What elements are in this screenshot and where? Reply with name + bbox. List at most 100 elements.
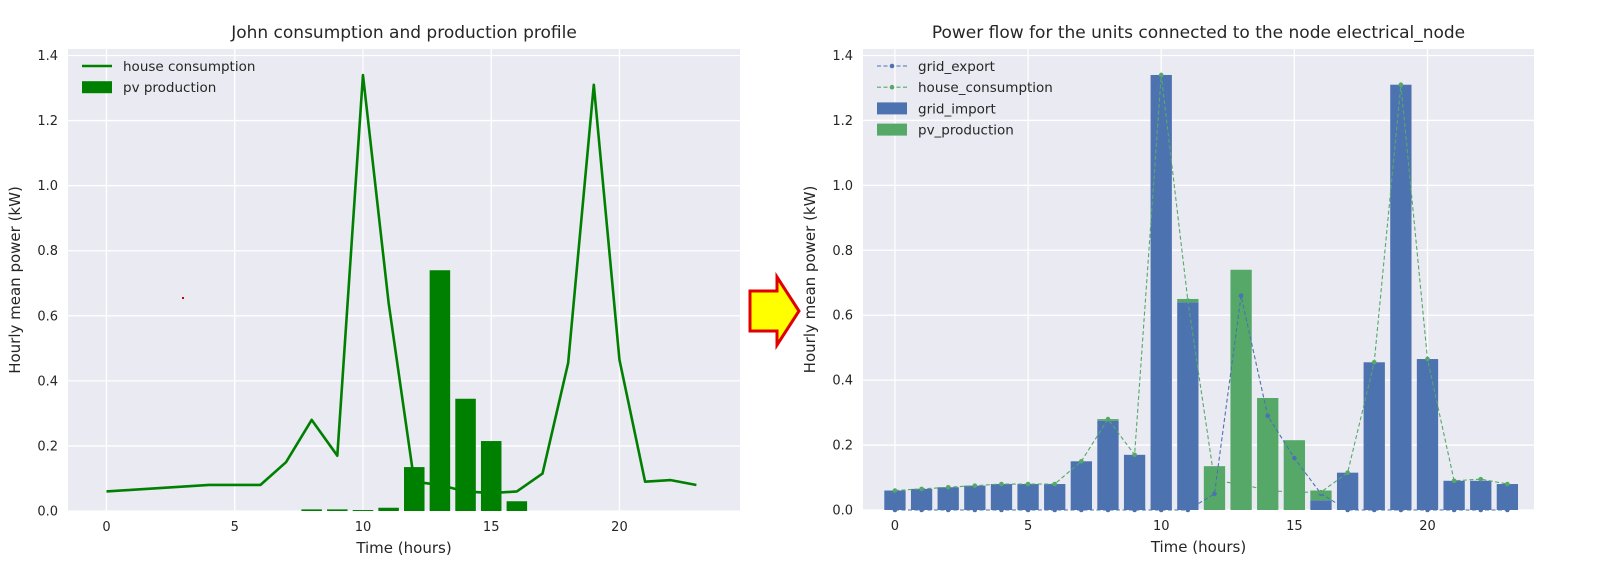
legend-marker-grid-export xyxy=(889,63,895,69)
bar-pv-production xyxy=(455,398,476,511)
bar-pv-production xyxy=(1203,466,1226,510)
marker-house-consumption xyxy=(999,481,1004,487)
bar-grid-import xyxy=(937,487,959,510)
marker-grid-export xyxy=(919,507,924,513)
bar-grid-import xyxy=(1044,484,1066,510)
bar-grid-import xyxy=(884,490,906,510)
marker-grid-export xyxy=(1212,491,1217,497)
right-y-axis-label: Hourly mean power (kW) xyxy=(801,186,819,374)
legend-label-pv-production: pv production xyxy=(123,80,216,96)
bar-pv-production xyxy=(378,507,399,511)
ytick-label: 0.8 xyxy=(37,244,58,259)
marker-house-consumption xyxy=(1158,72,1164,78)
bar-pv-production xyxy=(404,467,425,511)
right-legend: grid_export house_consumption grid_impor… xyxy=(877,59,1053,139)
right-arrow-icon xyxy=(748,271,801,351)
bar-pv-production xyxy=(352,510,374,511)
bar-grid-import xyxy=(1363,362,1385,510)
bar-grid-import xyxy=(1310,500,1332,510)
bar-grid-import xyxy=(1470,480,1492,510)
marker-grid-export xyxy=(1052,507,1058,513)
left-plot-background xyxy=(68,49,740,511)
marker-house-consumption xyxy=(1132,452,1137,458)
marker-house-consumption xyxy=(1212,478,1217,484)
ytick-label: 1.0 xyxy=(832,179,853,194)
left-xtick-labels: 0 5 10 15 20 xyxy=(102,520,627,535)
legend-swatch-pv-production xyxy=(82,81,112,94)
ytick-label: 0.2 xyxy=(37,439,58,454)
legend-label-pv-production: pv_production xyxy=(918,123,1014,139)
bar-pv-production xyxy=(480,441,502,511)
line-house-consumption xyxy=(894,74,1508,493)
marker-grid-export xyxy=(1185,507,1191,513)
ytick-label: 0.4 xyxy=(832,374,853,389)
xtick-label: 5 xyxy=(1024,519,1032,534)
bar-pv-production xyxy=(429,270,451,511)
marker-grid-export xyxy=(1292,455,1297,461)
legend-swatch-pv-production xyxy=(877,123,907,136)
marker-house-consumption xyxy=(1451,478,1457,484)
bar-grid-import xyxy=(990,484,1013,510)
left-pv-bars xyxy=(301,270,528,511)
left-legend: house consumption pv production xyxy=(82,59,255,96)
marker-house-consumption xyxy=(919,486,924,492)
bar-grid-import xyxy=(1496,484,1519,510)
marker-grid-export xyxy=(1158,507,1164,513)
marker-house-consumption xyxy=(1238,481,1244,487)
marker-grid-export xyxy=(1079,507,1084,513)
legend-label-house-consumption: house_consumption xyxy=(918,80,1053,96)
ytick-label: 0.0 xyxy=(37,505,58,520)
bar-pv-production xyxy=(1257,397,1279,510)
left-y-axis-label: Hourly mean power (kW) xyxy=(6,186,24,374)
marker-house-consumption xyxy=(1505,481,1510,487)
marker-grid-export xyxy=(1398,507,1404,513)
marker-grid-export xyxy=(892,507,898,513)
marker-grid-export xyxy=(1238,293,1244,299)
xtick-label: 5 xyxy=(231,520,239,535)
marker-house-consumption xyxy=(1105,416,1111,422)
marker-house-consumption xyxy=(892,488,898,493)
marker-house-consumption xyxy=(1371,359,1377,365)
xtick-label: 10 xyxy=(355,520,372,535)
ytick-label: 0.2 xyxy=(832,439,853,454)
marker-house-consumption xyxy=(1425,356,1430,362)
marker-grid-export xyxy=(1132,507,1137,513)
bar-pv-production xyxy=(506,501,528,511)
xtick-label: 20 xyxy=(1419,519,1436,534)
bar-grid-import xyxy=(1070,461,1092,510)
xtick-label: 20 xyxy=(611,520,628,535)
ytick-label: 0.6 xyxy=(832,309,853,324)
marker-grid-export xyxy=(999,507,1004,513)
bar-grid-import xyxy=(1123,454,1146,510)
xtick-label: 15 xyxy=(483,520,500,535)
line-grid-export xyxy=(894,295,1508,511)
marker-house-consumption xyxy=(1345,470,1350,475)
xtick-label: 0 xyxy=(102,520,110,535)
xtick-label: 10 xyxy=(1153,519,1170,534)
bar-pv-production xyxy=(1230,269,1252,510)
ytick-label: 0.0 xyxy=(832,504,853,519)
marker-grid-export xyxy=(1425,507,1430,513)
ytick-label: 1.4 xyxy=(37,49,58,64)
marker-grid-export xyxy=(945,507,951,513)
marker-house-consumption xyxy=(1292,489,1297,495)
bar-grid-import xyxy=(910,488,933,510)
chart-left: 0 5 10 15 20 0.0 0.2 0.4 0.6 0.8 1.0 1.2 1.4 John c… xyxy=(6,23,740,557)
legend-swatch-grid-import xyxy=(877,102,907,115)
arrow-shape xyxy=(748,271,801,351)
right-ytick-labels: 0.0 0.2 0.4 0.6 0.8 1.0 1.2 1.4 xyxy=(832,49,853,519)
ytick-label: 1.0 xyxy=(37,179,58,194)
marker-house-consumption xyxy=(1398,82,1404,88)
legend-label-house-consumption: house consumption xyxy=(123,59,255,75)
marker-house-consumption xyxy=(1318,489,1324,495)
bar-pv-production xyxy=(1283,440,1306,510)
ytick-label: 1.2 xyxy=(832,114,853,129)
left-ytick-labels: 0.0 0.2 0.4 0.6 0.8 1.0 1.2 1.4 xyxy=(37,49,58,519)
marker-grid-export xyxy=(1371,507,1377,513)
chart-right: 0 5 10 15 20 0.0 0.2 0.4 0.6 0.8 1.0 1.2 1.4 Power … xyxy=(801,23,1534,556)
right-dashed-lines xyxy=(892,72,1510,513)
xtick-label: 15 xyxy=(1286,519,1303,534)
left-x-axis-label: Time (hours) xyxy=(355,539,451,557)
